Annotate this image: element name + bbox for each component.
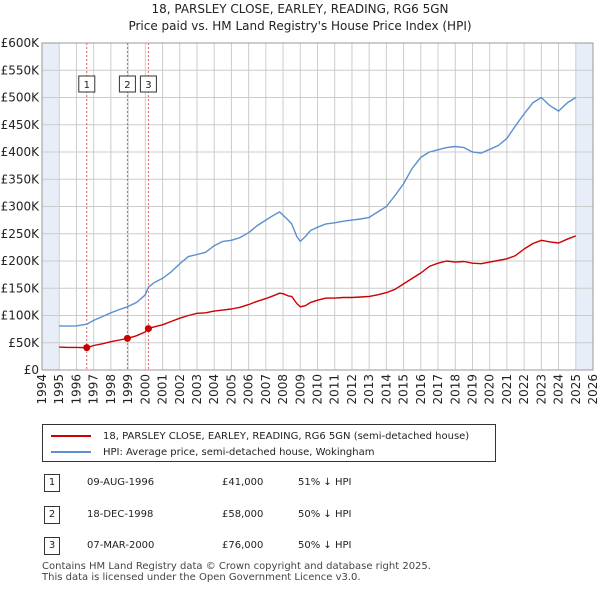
x-tick-label: 2011 <box>328 374 342 405</box>
x-tick-label: 2013 <box>362 374 376 405</box>
price-chart: 1 2 3 £0 £50K £100K £150K £200K £250K £300K £350K £… <box>1 36 600 405</box>
y-tick-label: £250K <box>1 227 41 241</box>
x-tick-label: 2021 <box>500 374 514 405</box>
legend-item-hpi: HPI: Average price, semi-detached house,… <box>51 444 374 460</box>
x-tick-label: 2023 <box>534 374 548 405</box>
x-tick-label: 2007 <box>259 374 273 405</box>
x-tick-label: 2002 <box>173 374 187 405</box>
transaction-point <box>144 325 152 333</box>
transaction-row: 2 18-DEC-1998 £58,000 50% ↓ HPI <box>42 506 422 526</box>
y-tick-label: £400K <box>1 145 41 159</box>
footer: Contains HM Land Registry data © Crown c… <box>42 561 431 583</box>
x-tick-label: 2004 <box>207 374 221 405</box>
x-tick-label: 2009 <box>293 374 307 405</box>
x-tick-label: 2018 <box>448 374 462 405</box>
x-tick-label: 1997 <box>87 374 101 405</box>
chart-title: 18, PARSLEY CLOSE, EARLEY, READING, RG6 … <box>151 2 449 16</box>
transaction-marker-box <box>78 75 96 93</box>
transaction-point <box>123 334 131 342</box>
transaction-marker-label: 1 <box>84 80 90 91</box>
transaction-point <box>83 344 91 352</box>
transaction-marker-box <box>118 75 136 93</box>
x-tick-label: 2005 <box>224 374 238 405</box>
y-tick-label: £150K <box>1 281 41 295</box>
x-tick-label: 2003 <box>190 374 204 405</box>
x-tick-label: 2020 <box>483 374 497 405</box>
transaction-date: 07-MAR-2000 <box>87 540 155 551</box>
x-tick-label: 2001 <box>156 374 170 405</box>
transaction-hpi-diff: 51% ↓ HPI <box>298 477 352 488</box>
transaction-marker-label: 2 <box>44 506 60 524</box>
x-tick-label: 2024 <box>552 374 566 405</box>
x-tick-label: 2026 <box>586 374 600 405</box>
transaction-row: 3 07-MAR-2000 £76,000 50% ↓ HPI <box>42 537 422 557</box>
y-tick-label: £0 <box>24 363 39 377</box>
transaction-price: £76,000 <box>222 540 264 551</box>
y-tick-label: £550K <box>1 63 41 77</box>
y-tick-label: £50K <box>8 336 40 350</box>
footer-copyright: Contains HM Land Registry data © Crown c… <box>42 561 431 572</box>
x-tick-label: 1995 <box>52 374 66 405</box>
transaction-marker-label: 3 <box>145 80 151 91</box>
x-tick-label: 2000 <box>138 374 152 405</box>
transaction-hpi-diff: 50% ↓ HPI <box>298 509 352 520</box>
x-tick-label: 2025 <box>569 374 583 405</box>
x-tick-label: 2006 <box>242 374 256 405</box>
transaction-marker-box <box>139 75 157 93</box>
y-tick-label: £300K <box>1 200 41 214</box>
x-tick-label: 2019 <box>465 374 479 405</box>
y-tick-label: £350K <box>1 172 41 186</box>
x-tick-label: 1996 <box>69 374 83 405</box>
x-tick-label: 2015 <box>397 374 411 405</box>
x-tick-label: 1994 <box>35 374 49 405</box>
transaction-price: £58,000 <box>222 509 264 520</box>
transaction-marker-label: 1 <box>44 474 60 492</box>
legend: 18, PARSLEY CLOSE, EARLEY, READING, RG6 … <box>42 424 496 462</box>
hpi-line <box>59 96 577 327</box>
x-tick-label: 2016 <box>414 374 428 405</box>
legend-swatch-hpi <box>51 451 91 453</box>
x-tick-label: 2017 <box>431 374 445 405</box>
transaction-hpi-diff: 50% ↓ HPI <box>298 540 352 551</box>
y-tick-label: £200K <box>1 254 41 268</box>
transaction-row: 1 09-AUG-1996 £41,000 51% ↓ HPI <box>42 474 422 494</box>
chart-subtitle: Price paid vs. HM Land Registry's House … <box>128 19 472 33</box>
transaction-marker-label: 2 <box>124 80 130 91</box>
y-tick-label: £500K <box>1 91 41 105</box>
transaction-price: £41,000 <box>222 477 264 488</box>
x-tick-label: 1999 <box>121 374 135 405</box>
y-tick-label: £100K <box>1 309 41 323</box>
x-tick-label: 1998 <box>104 374 118 405</box>
legend-label-property: 18, PARSLEY CLOSE, EARLEY, READING, RG6 … <box>103 430 470 442</box>
y-tick-label: £600K <box>1 36 41 50</box>
y-tick-label: £450K <box>1 118 41 132</box>
legend-item-property: 18, PARSLEY CLOSE, EARLEY, READING, RG6 … <box>51 428 469 444</box>
x-tick-label: 2022 <box>517 374 531 405</box>
footer-licence: This data is licensed under the Open Gov… <box>42 572 361 583</box>
legend-label-hpi: HPI: Average price, semi-detached house,… <box>103 446 375 458</box>
plot-border <box>41 42 594 371</box>
x-tick-label: 2014 <box>379 374 393 405</box>
x-tick-label: 2012 <box>345 374 359 405</box>
x-tick-label: 2010 <box>311 374 325 405</box>
x-tick-label: 2008 <box>276 374 290 405</box>
legend-swatch-property <box>51 435 91 437</box>
transaction-date: 18-DEC-1998 <box>87 509 154 520</box>
transaction-marker-label: 3 <box>44 537 60 555</box>
transaction-date: 09-AUG-1996 <box>87 477 155 488</box>
